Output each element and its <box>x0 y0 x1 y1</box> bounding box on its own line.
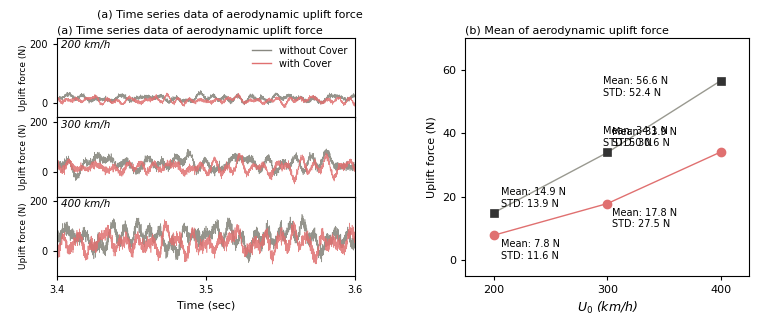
Y-axis label: Uplift force (N): Uplift force (N) <box>427 116 437 198</box>
X-axis label: $U_0$ (km/h): $U_0$ (km/h) <box>577 301 638 316</box>
Text: 300 km/h: 300 km/h <box>61 120 111 130</box>
Text: (b) Mean of aerodynamic uplift force: (b) Mean of aerodynamic uplift force <box>466 26 669 36</box>
Y-axis label: Uplift force (N): Uplift force (N) <box>19 203 28 269</box>
X-axis label: Time (sec): Time (sec) <box>176 301 235 310</box>
Text: Mean: 7.8 N
STD: 11.6 N: Mean: 7.8 N STD: 11.6 N <box>501 239 560 261</box>
Text: Mean: 56.6 N
STD: 52.4 N: Mean: 56.6 N STD: 52.4 N <box>603 76 668 98</box>
Text: 200 km/h: 200 km/h <box>61 41 111 50</box>
Text: 400 km/h: 400 km/h <box>61 199 111 209</box>
Text: (a) Time series data of aerodynamic uplift force: (a) Time series data of aerodynamic upli… <box>57 26 322 36</box>
Text: (a) Time series data of aerodynamic uplift force: (a) Time series data of aerodynamic upli… <box>97 10 363 20</box>
Text: Mean: 14.9 N
STD: 13.9 N: Mean: 14.9 N STD: 13.9 N <box>501 187 565 209</box>
Text: Mean: 34.1 N
STD: 50 N: Mean: 34.1 N STD: 50 N <box>603 126 668 148</box>
Y-axis label: Uplift force (N): Uplift force (N) <box>19 44 28 111</box>
Y-axis label: Uplift force (N): Uplift force (N) <box>19 124 28 190</box>
Text: Mean: 33.9 N
STD: 30.6 N: Mean: 33.9 N STD: 30.6 N <box>612 127 677 148</box>
Legend: without Cover, with Cover: without Cover, with Cover <box>248 43 350 72</box>
Text: Mean: 17.8 N
STD: 27.5 N: Mean: 17.8 N STD: 27.5 N <box>612 208 677 229</box>
